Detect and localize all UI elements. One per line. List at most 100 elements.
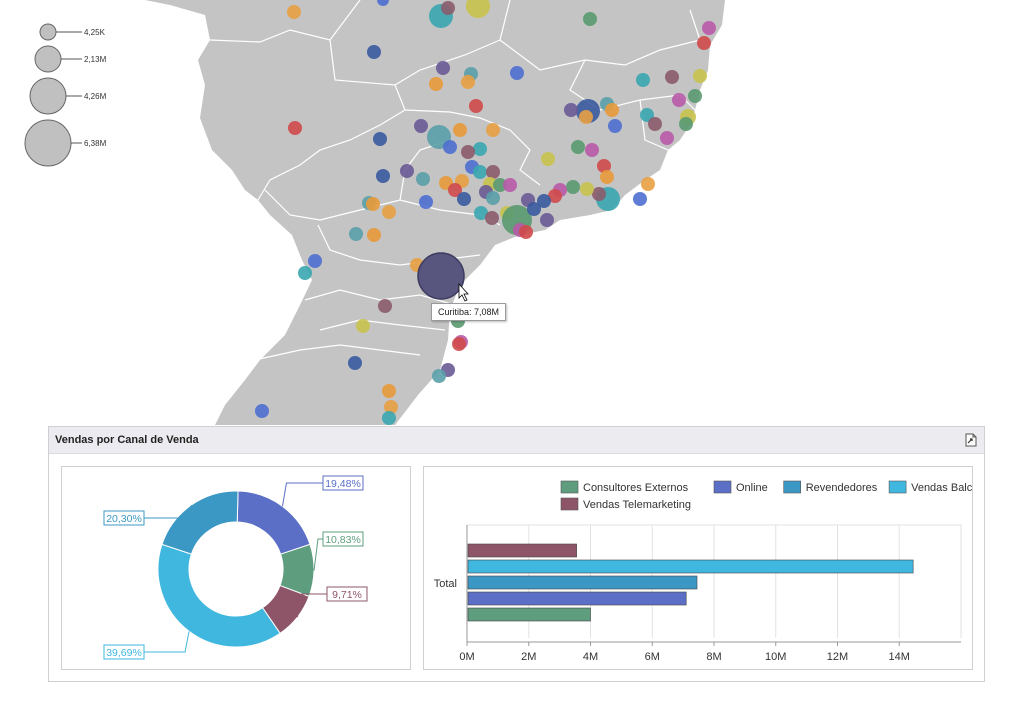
map-bubble[interactable]	[503, 178, 517, 192]
map-bubble[interactable]	[349, 227, 363, 241]
map-bubble[interactable]	[679, 117, 693, 131]
map-bubble[interactable]	[308, 254, 322, 268]
bar[interactable]	[467, 543, 577, 558]
map-bubble[interactable]	[540, 213, 554, 227]
sales-map[interactable]	[0, 0, 1010, 426]
map-bubble[interactable]	[493, 178, 507, 192]
map-bubble[interactable]	[597, 159, 611, 173]
donut-label-box	[103, 510, 145, 526]
map-bubble[interactable]	[367, 45, 381, 59]
map-bubble[interactable]	[474, 206, 488, 220]
map-bubble[interactable]	[633, 192, 647, 206]
map-bubble[interactable]	[486, 123, 500, 137]
map-bubble[interactable]	[541, 152, 555, 166]
map-bubble[interactable]	[485, 211, 499, 225]
map-bubble[interactable]	[382, 411, 396, 425]
map-bubble[interactable]	[382, 205, 396, 219]
donut-slice[interactable]	[157, 543, 281, 648]
map-bubble[interactable]	[373, 132, 387, 146]
map-bubble[interactable]	[608, 119, 622, 133]
bar[interactable]	[467, 559, 914, 574]
bar[interactable]	[467, 575, 698, 590]
donut-label-leader	[144, 504, 192, 519]
map-bubble[interactable]	[688, 89, 702, 103]
map-bubble[interactable]	[400, 164, 414, 178]
map-bubble[interactable]	[672, 93, 686, 107]
map-bubble[interactable]	[443, 140, 457, 154]
legend-label: Online	[736, 482, 768, 494]
map-bubble[interactable]	[376, 169, 390, 183]
map-bubble[interactable]	[378, 299, 392, 313]
map-bubble[interactable]	[605, 103, 619, 117]
map-bubble[interactable]	[527, 202, 541, 216]
map-bubble[interactable]	[416, 172, 430, 186]
map-bubble[interactable]	[367, 228, 381, 242]
map-bubble[interactable]	[486, 165, 500, 179]
map-bubble[interactable]	[537, 194, 551, 208]
map-bubble[interactable]	[519, 225, 533, 239]
donut-slice[interactable]	[161, 490, 239, 555]
export-icon[interactable]	[964, 433, 978, 447]
donut-chart-container: 19,48% 10,83% 9,71% 39,69% 20,30%	[61, 466, 411, 670]
map-bubble[interactable]	[660, 131, 674, 145]
map-bubble[interactable]	[382, 384, 396, 398]
map-bubble[interactable]	[366, 197, 380, 211]
donut-label-box	[326, 586, 368, 602]
map-bubble[interactable]	[377, 0, 389, 6]
map-bubble[interactable]	[548, 189, 562, 203]
map-bubble[interactable]	[636, 73, 650, 87]
x-tick-label: 14M	[889, 651, 910, 663]
map-bubble[interactable]	[461, 75, 475, 89]
map-bubble[interactable]	[579, 110, 593, 124]
map-bubble[interactable]	[461, 145, 475, 159]
map-bubble[interactable]	[469, 99, 483, 113]
bar[interactable]	[467, 607, 591, 622]
map-bubble[interactable]	[436, 61, 450, 75]
map-bubble[interactable]	[640, 108, 654, 122]
map-bubble[interactable]	[702, 21, 716, 35]
map-bubble[interactable]	[566, 180, 580, 194]
map-bubble[interactable]	[384, 400, 398, 414]
size-legend-label: 6,38M	[84, 139, 107, 148]
map-bubble[interactable]	[432, 369, 446, 383]
map-bubble[interactable]	[510, 66, 524, 80]
map-bubble[interactable]	[473, 142, 487, 156]
map-bubble[interactable]	[453, 123, 467, 137]
map-bubble[interactable]	[648, 117, 662, 131]
donut-label: 39,69%	[106, 647, 142, 659]
map-bubble[interactable]	[288, 121, 302, 135]
map-bubble[interactable]	[592, 187, 606, 201]
map-bubble[interactable]	[466, 0, 490, 18]
map-bubble[interactable]	[697, 36, 711, 50]
bar[interactable]	[467, 591, 687, 606]
map-bubble[interactable]	[255, 404, 269, 418]
map-bubble[interactable]	[457, 192, 471, 206]
map-bubble[interactable]	[486, 191, 500, 205]
map-bubbles	[255, 0, 716, 425]
map-bubble[interactable]	[441, 1, 455, 15]
map-bubble[interactable]	[348, 356, 362, 370]
map-bubble[interactable]	[583, 12, 597, 26]
map-bubble[interactable]	[448, 183, 462, 197]
map-bubble[interactable]	[585, 143, 599, 157]
map-bubble[interactable]	[473, 165, 487, 179]
map-bubble[interactable]	[600, 170, 614, 184]
map-bubble[interactable]	[693, 69, 707, 83]
donut-label-box	[322, 475, 364, 491]
donut-slice[interactable]	[236, 490, 311, 555]
map-bubble[interactable]	[356, 319, 370, 333]
map-bubble[interactable]	[564, 103, 578, 117]
map-bubble[interactable]	[571, 140, 585, 154]
map-bubble[interactable]	[298, 266, 312, 280]
legend-label: Revendedores	[806, 482, 878, 494]
map-bubble[interactable]	[419, 195, 433, 209]
map-bubble[interactable]	[287, 5, 301, 19]
map-bubble[interactable]	[641, 177, 655, 191]
map-bubble-curitiba[interactable]	[417, 252, 465, 300]
map-bubble[interactable]	[452, 337, 466, 351]
map-bubble[interactable]	[665, 70, 679, 84]
donut-label: 10,83%	[325, 534, 361, 546]
map-bubble[interactable]	[580, 182, 594, 196]
map-bubble[interactable]	[429, 77, 443, 91]
map-bubble[interactable]	[414, 119, 428, 133]
